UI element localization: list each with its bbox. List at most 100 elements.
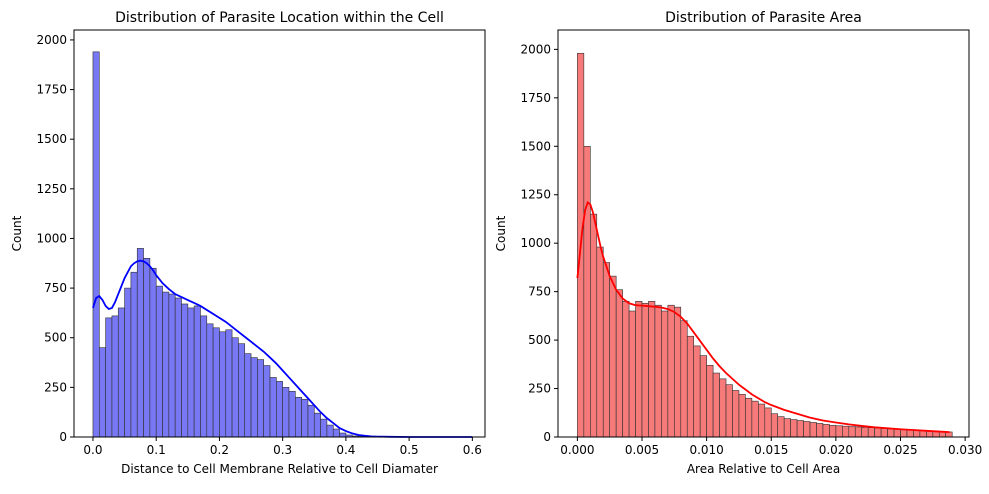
area-x-tick-label: 0.030: [948, 443, 982, 457]
area-histogram-bar: [907, 430, 913, 437]
location-y-tick-label: 1000: [36, 231, 67, 245]
area-x-tick-label: 0.015: [754, 443, 788, 457]
location-histogram-bar: [106, 318, 112, 437]
area-histogram-bar: [791, 420, 797, 437]
area-histogram-bar: [694, 346, 700, 437]
location-histogram-bar: [131, 272, 137, 437]
area-histogram-bar: [745, 398, 751, 437]
area-histogram-bar: [778, 417, 784, 437]
area-histogram-bar: [687, 336, 693, 437]
area-histogram-bar: [875, 428, 881, 437]
area-chart-title: Distribution of Parasite Area: [665, 10, 862, 26]
location-histogram-bar: [194, 306, 200, 437]
location-histogram-bar: [302, 399, 308, 437]
area-histogram-bar: [674, 307, 680, 437]
area-histogram-bar: [732, 390, 738, 437]
area-histogram-bar: [597, 247, 603, 437]
area-histogram-bar: [681, 321, 687, 437]
area-histogram-bar: [610, 276, 616, 437]
location-histogram-bar: [264, 366, 270, 437]
area-histogram-bar: [700, 356, 706, 437]
location-histogram-bar: [270, 377, 276, 437]
area-histogram-bar: [868, 428, 874, 437]
area-histogram-bar: [855, 427, 861, 437]
area-histogram-bar: [797, 421, 803, 437]
area-y-tick-label: 750: [528, 285, 551, 299]
location-histogram-bar: [295, 397, 301, 437]
location-x-tick-label: 0.4: [336, 443, 355, 457]
location-histogram-bar: [213, 328, 219, 437]
area-x-axis-label: Area Relative to Cell Area: [687, 462, 840, 476]
location-histogram-bar: [125, 288, 131, 437]
location-histogram-bar: [245, 354, 251, 437]
location-histogram-bar: [257, 360, 263, 437]
area-histogram-bar: [920, 431, 926, 437]
location-x-tick-label: 0.3: [273, 443, 292, 457]
location-histogram-bar: [283, 387, 289, 437]
location-histogram-bar: [276, 381, 282, 437]
area-x-tick-label: 0.005: [625, 443, 659, 457]
area-histogram-bar: [849, 427, 855, 437]
area-x-tick-label: 0.000: [560, 443, 594, 457]
location-histogram-bar: [251, 358, 257, 437]
location-histogram-bar: [163, 292, 169, 437]
location-x-tick-label: 0.5: [400, 443, 419, 457]
area-histogram-bar: [655, 305, 661, 437]
location-histogram-bar: [321, 419, 327, 437]
location-x-axis-label: Distance to Cell Membrane Relative to Ce…: [121, 462, 438, 476]
location-histogram-bar: [200, 316, 206, 437]
area-y-tick-label: 500: [528, 333, 551, 347]
area-y-tick-label: 250: [528, 382, 551, 396]
area-histogram-bar: [584, 146, 590, 437]
area-histogram-bar: [752, 401, 758, 437]
area-histogram-bar: [616, 290, 622, 437]
location-histogram-bar: [289, 391, 295, 437]
area-histogram-bar: [829, 425, 835, 437]
area-y-tick-label: 1500: [520, 139, 551, 153]
area-histogram-bar: [668, 305, 674, 437]
area-histogram-bar: [926, 431, 932, 437]
location-x-tick-label: 0.6: [463, 443, 482, 457]
area-histogram-bar: [720, 379, 726, 437]
location-histogram-bar: [232, 338, 238, 437]
area-x-tick-label: 0.010: [689, 443, 723, 457]
area-y-tick-label: 0: [543, 430, 551, 444]
area-histogram-bar: [661, 311, 667, 437]
area-histogram-bar: [913, 430, 919, 437]
location-histogram-bar: [314, 413, 320, 437]
location-histogram-bar: [118, 308, 124, 437]
area-x-tick-label: 0.020: [819, 443, 853, 457]
area-histogram-bar: [804, 421, 810, 437]
location-histogram-bar: [219, 332, 225, 437]
location-y-tick-label: 2000: [36, 33, 67, 47]
location-y-tick-label: 1250: [36, 182, 67, 196]
location-histogram-bar: [112, 316, 118, 437]
area-histogram-bar: [603, 263, 609, 437]
area-histogram-bar: [642, 303, 648, 437]
location-histogram-bar: [93, 52, 99, 437]
area-histogram-bar: [842, 426, 848, 437]
location-y-axis-label: Count: [10, 215, 24, 251]
location-x-tick-label: 0.2: [210, 443, 229, 457]
area-histogram-bar: [707, 365, 713, 437]
area-histogram-bar: [713, 373, 719, 437]
location-y-tick-label: 250: [44, 380, 67, 394]
area-y-axis-label: Count: [494, 215, 508, 251]
location-chart-title: Distribution of Parasite Location within…: [115, 10, 444, 26]
area-histogram-bar: [894, 429, 900, 437]
location-histogram-bar: [137, 248, 143, 437]
area-histogram-bar: [590, 214, 596, 437]
area-y-tick-label: 1750: [520, 91, 551, 105]
location-histogram-bar: [169, 294, 175, 437]
area-histogram-bar: [888, 429, 894, 437]
area-histogram-bar: [726, 385, 732, 437]
location-x-tick-label: 0.1: [147, 443, 166, 457]
location-histogram-bar: [238, 344, 244, 437]
location-y-tick-label: 750: [44, 281, 67, 295]
location-histogram-bar: [181, 304, 187, 437]
location-histogram-bar: [226, 330, 232, 437]
area-y-tick-label: 2000: [520, 42, 551, 56]
location-histogram-bar: [99, 348, 105, 437]
area-histogram-bar: [901, 430, 907, 437]
